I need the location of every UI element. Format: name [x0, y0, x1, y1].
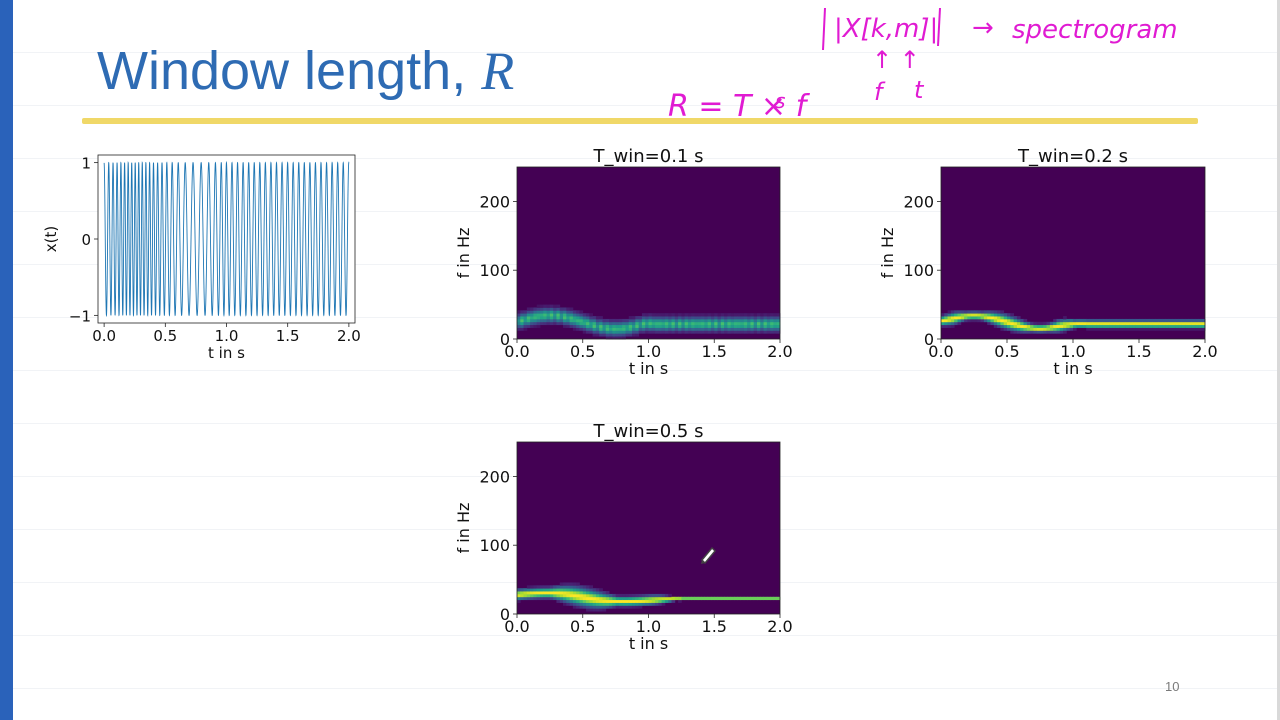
title-text: Window length, — [97, 41, 467, 101]
pen-cursor-icon — [701, 546, 716, 564]
slide-right-edge — [1277, 0, 1280, 720]
title-underline — [82, 118, 1198, 124]
title-variable: R — [481, 41, 515, 101]
slide-title: Window length, R — [97, 40, 514, 102]
slide-background-lines — [13, 0, 1277, 720]
page-number: 10 — [1165, 679, 1180, 694]
slide-sidebar — [0, 0, 13, 720]
